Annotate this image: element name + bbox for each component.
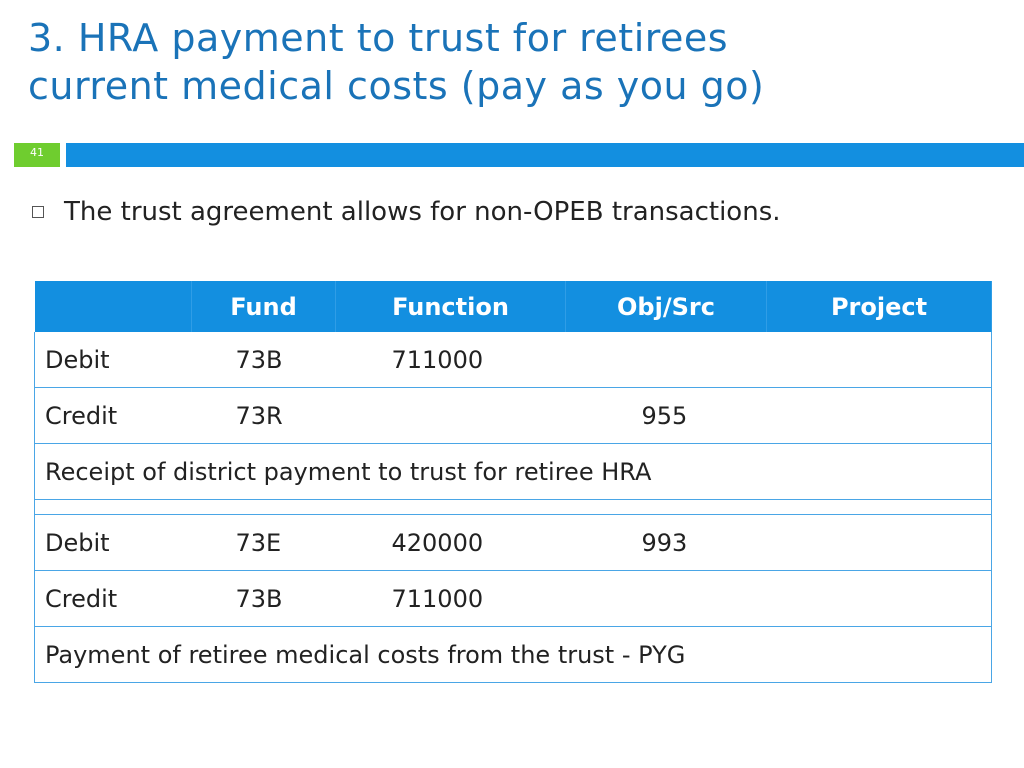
function-cell bbox=[335, 387, 566, 444]
table-row: Debit 73B 711000 bbox=[34, 332, 992, 388]
table-note-row: Payment of retiree medical costs from th… bbox=[34, 626, 992, 683]
entry-description: Payment of retiree medical costs from th… bbox=[34, 626, 992, 683]
slide-title: 3. HRA payment to trust for retirees cur… bbox=[28, 14, 988, 110]
table-spacer-row bbox=[34, 499, 992, 515]
title-rule-bar bbox=[66, 143, 1024, 167]
obj-src-cell: 993 bbox=[565, 514, 767, 571]
column-header-obj-src: Obj/Src bbox=[565, 281, 767, 332]
row-label: Credit bbox=[34, 387, 192, 444]
column-header-function: Function bbox=[335, 281, 566, 332]
function-cell: 711000 bbox=[335, 332, 566, 388]
table-row: Credit 73R 955 bbox=[34, 387, 992, 444]
project-cell bbox=[766, 570, 992, 627]
column-header-fund: Fund bbox=[191, 281, 336, 332]
fund-cell: 73R bbox=[191, 387, 336, 444]
table-note-row: Receipt of district payment to trust for… bbox=[34, 443, 992, 500]
obj-src-cell bbox=[565, 570, 767, 627]
fund-cell: 73B bbox=[191, 332, 336, 388]
title-rule: 41 bbox=[0, 143, 1024, 167]
obj-src-cell bbox=[565, 332, 767, 388]
table-row: Debit 73E 420000 993 bbox=[34, 514, 992, 571]
function-cell: 420000 bbox=[335, 514, 566, 571]
bullet-text: The trust agreement allows for non-OPEB … bbox=[64, 197, 781, 227]
journal-entry-table: Fund Function Obj/Src Project Debit 73B … bbox=[34, 281, 992, 683]
project-cell bbox=[766, 514, 992, 571]
spacer-cell bbox=[34, 499, 992, 515]
fund-cell: 73B bbox=[191, 570, 336, 627]
row-label: Debit bbox=[34, 514, 192, 571]
column-header-project: Project bbox=[766, 281, 992, 332]
fund-cell: 73E bbox=[191, 514, 336, 571]
function-cell: 711000 bbox=[335, 570, 566, 627]
entry-description: Receipt of district payment to trust for… bbox=[34, 443, 992, 500]
title-line-1: 3. HRA payment to trust for retirees bbox=[28, 16, 729, 60]
row-label: Credit bbox=[34, 570, 192, 627]
slide-number: 41 bbox=[14, 143, 60, 167]
project-cell bbox=[766, 332, 992, 388]
column-header-blank bbox=[34, 281, 192, 332]
table-row: Credit 73B 711000 bbox=[34, 570, 992, 627]
obj-src-cell: 955 bbox=[565, 387, 767, 444]
project-cell bbox=[766, 387, 992, 444]
table-header-row: Fund Function Obj/Src Project bbox=[34, 281, 992, 332]
square-bullet-icon bbox=[32, 206, 44, 218]
row-label: Debit bbox=[34, 332, 192, 388]
title-line-2: current medical costs (pay as you go) bbox=[28, 64, 765, 108]
